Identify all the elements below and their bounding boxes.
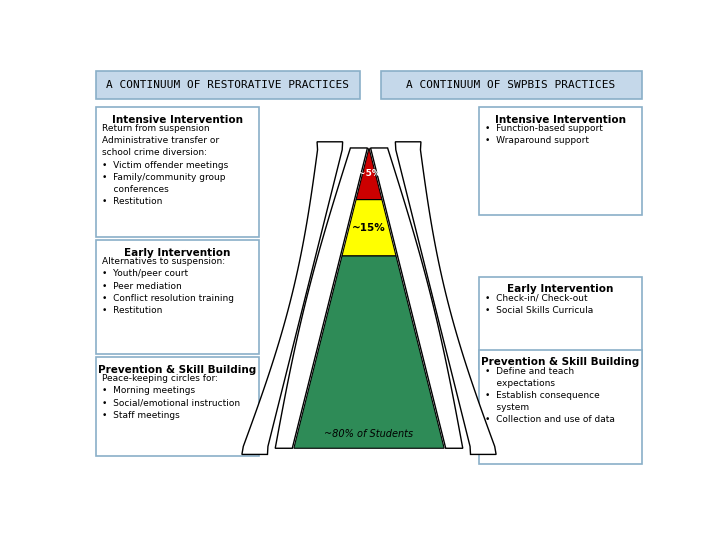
Text: Peace-keeping circles for:
•  Morning meetings
•  Social/emotional instruction
•: Peace-keeping circles for: • Morning mee… [102,374,240,420]
FancyBboxPatch shape [479,276,642,369]
Polygon shape [275,148,367,448]
FancyBboxPatch shape [381,71,642,99]
FancyBboxPatch shape [479,107,642,215]
Text: Early Intervention: Early Intervention [125,248,231,258]
Text: •  Check-in/ Check-out
•  Social Skills Curricula: • Check-in/ Check-out • Social Skills Cu… [485,294,593,315]
Text: A CONTINUUM OF RESTORATIVE PRACTICES: A CONTINUUM OF RESTORATIVE PRACTICES [107,80,349,90]
Text: ~80% of Students: ~80% of Students [325,429,413,440]
FancyBboxPatch shape [479,350,642,464]
Text: Return from suspension
Administrative transfer or
school crime diversion:
•  Vic: Return from suspension Administrative tr… [102,124,229,206]
Text: •  Function-based support
•  Wraparound support: • Function-based support • Wraparound su… [485,124,603,145]
Text: Early Intervention: Early Intervention [507,284,613,294]
FancyBboxPatch shape [96,357,259,456]
Polygon shape [342,200,396,256]
Text: ~15%: ~15% [352,222,386,233]
Text: Intensive Intervention: Intensive Intervention [495,115,626,125]
Polygon shape [294,256,444,448]
Text: A CONTINUUM OF SWPBIS PRACTICES: A CONTINUUM OF SWPBIS PRACTICES [406,80,616,90]
FancyBboxPatch shape [96,71,360,99]
Text: Alternatives to suspension:
•  Youth/peer court
•  Peer mediation
•  Conflict re: Alternatives to suspension: • Youth/peer… [102,257,235,315]
Text: Prevention & Skill Building: Prevention & Skill Building [481,357,639,367]
Polygon shape [395,142,496,455]
Text: ~5%: ~5% [358,169,380,178]
Polygon shape [356,148,382,200]
Text: •  Define and teach
    expectations
•  Establish consequence
    system
•  Coll: • Define and teach expectations • Establ… [485,367,615,424]
Text: Intensive Intervention: Intensive Intervention [112,115,243,125]
FancyBboxPatch shape [96,240,259,354]
FancyBboxPatch shape [96,107,259,237]
Polygon shape [242,142,343,455]
Polygon shape [371,148,463,448]
Text: Prevention & Skill Building: Prevention & Skill Building [99,365,257,375]
